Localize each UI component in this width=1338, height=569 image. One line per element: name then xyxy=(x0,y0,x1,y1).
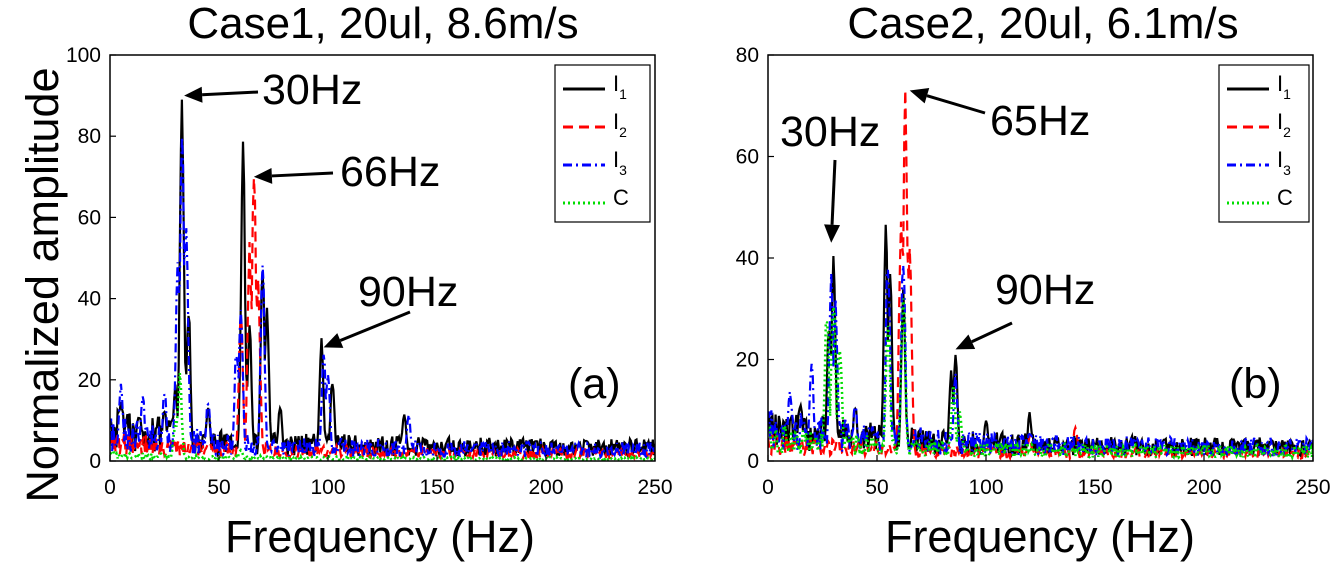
legend-label-c: C xyxy=(613,185,629,210)
legend-box xyxy=(554,64,651,223)
x-tick-label: 100 xyxy=(968,476,1003,499)
chart-b: Case2, 20ul, 6.1m/s 0 50 100 150 200 250 0 20 40… xyxy=(736,0,1331,562)
series-i3-line xyxy=(110,136,655,461)
chart-a: Case1, 20ul, 8.6m/s 0 50 100 150 200 250 0 20 40… xyxy=(66,0,673,562)
annotation-arrow-line xyxy=(339,310,411,342)
y-tick-label: 0 xyxy=(89,450,101,473)
chart-a-annotation-90hz: 90Hz xyxy=(358,268,458,316)
legend-label-c: C xyxy=(1277,185,1293,210)
chart-a-ticks: 0 50 100 150 200 250 0 20 40 60 80 100 xyxy=(66,44,673,499)
x-tick-label: 0 xyxy=(104,476,116,499)
chart-a-annotation-30hz: 30Hz xyxy=(262,66,362,114)
y-tick-label: 20 xyxy=(78,369,101,392)
chart-b-ticks: 0 50 100 150 200 250 0 20 40 60 80 xyxy=(736,44,1331,499)
legend-box xyxy=(1218,64,1310,223)
y-tick-label: 0 xyxy=(747,450,759,473)
annotation-arrow-head xyxy=(909,88,930,104)
y-tick-label: 60 xyxy=(78,206,101,229)
x-tick-label: 50 xyxy=(207,476,230,499)
chart-a-axes-frame xyxy=(109,54,656,462)
x-tick-label: 50 xyxy=(865,476,888,499)
y-tick-label: 60 xyxy=(736,146,759,169)
annotation-arrow-line xyxy=(271,171,334,178)
annotation-arrow-line xyxy=(830,159,837,225)
x-tick-label: 250 xyxy=(1295,476,1330,499)
series-i3-line xyxy=(768,265,1313,459)
chart-b-annotation-30hz: 30Hz xyxy=(780,108,880,156)
chart-b-annotation-65hz: 65Hz xyxy=(990,97,1090,145)
x-tick-label: 100 xyxy=(310,476,345,499)
y-tick-label: 80 xyxy=(736,44,759,67)
chart-b-plot-area xyxy=(768,89,1313,461)
chart-a-panel-label: (a) xyxy=(568,360,621,408)
chart-b-annotation-90hz: 90Hz xyxy=(995,266,1095,314)
annotation-arrow-head xyxy=(323,333,344,348)
annotation-arrow-head xyxy=(824,224,841,243)
x-tick-label: 200 xyxy=(1186,476,1221,499)
chart-a-plot-area xyxy=(110,99,655,461)
x-tick-label: 200 xyxy=(528,476,563,499)
annotation-arrow-head xyxy=(253,167,273,184)
chart-a-annotation-66hz: 66Hz xyxy=(340,148,440,196)
annotation-arrow-line xyxy=(926,94,986,115)
chart-b-panel-label: (b) xyxy=(1229,360,1282,408)
chart-a-annotations: 30Hz 66Hz 90Hz xyxy=(184,66,458,348)
y-tick-label: 40 xyxy=(78,288,101,311)
y-tick-label: 100 xyxy=(66,44,101,67)
series-i1-line xyxy=(768,224,1313,459)
chart-b-x-axis-label: Frequency (Hz) xyxy=(885,511,1195,562)
chart-b-annotations: 30Hz 65Hz 90Hz xyxy=(780,88,1095,350)
annotation-arrow-head xyxy=(184,86,203,103)
chart-b-title: Case2, 20ul, 6.1m/s xyxy=(847,0,1238,48)
x-tick-label: 150 xyxy=(1077,476,1112,499)
series-i2-line xyxy=(768,89,1313,461)
annotation-arrow-head xyxy=(955,334,976,350)
chart-a-x-axis-label: Frequency (Hz) xyxy=(225,511,535,562)
y-tick-label: 40 xyxy=(736,247,759,270)
x-tick-label: 150 xyxy=(419,476,454,499)
y-tick-label: 20 xyxy=(736,349,759,372)
series-c-line xyxy=(768,298,1313,461)
series-i2-line xyxy=(110,178,655,461)
annotation-arrow-line xyxy=(202,90,259,97)
annotation-arrow-line xyxy=(971,321,1013,344)
y-tick-label: 80 xyxy=(78,125,101,148)
x-tick-label: 0 xyxy=(762,476,774,499)
y-axis-label: Normalized amplitude xyxy=(17,67,68,502)
x-tick-label: 250 xyxy=(637,476,672,499)
chart-a-title: Case1, 20ul, 8.6m/s xyxy=(187,0,578,48)
